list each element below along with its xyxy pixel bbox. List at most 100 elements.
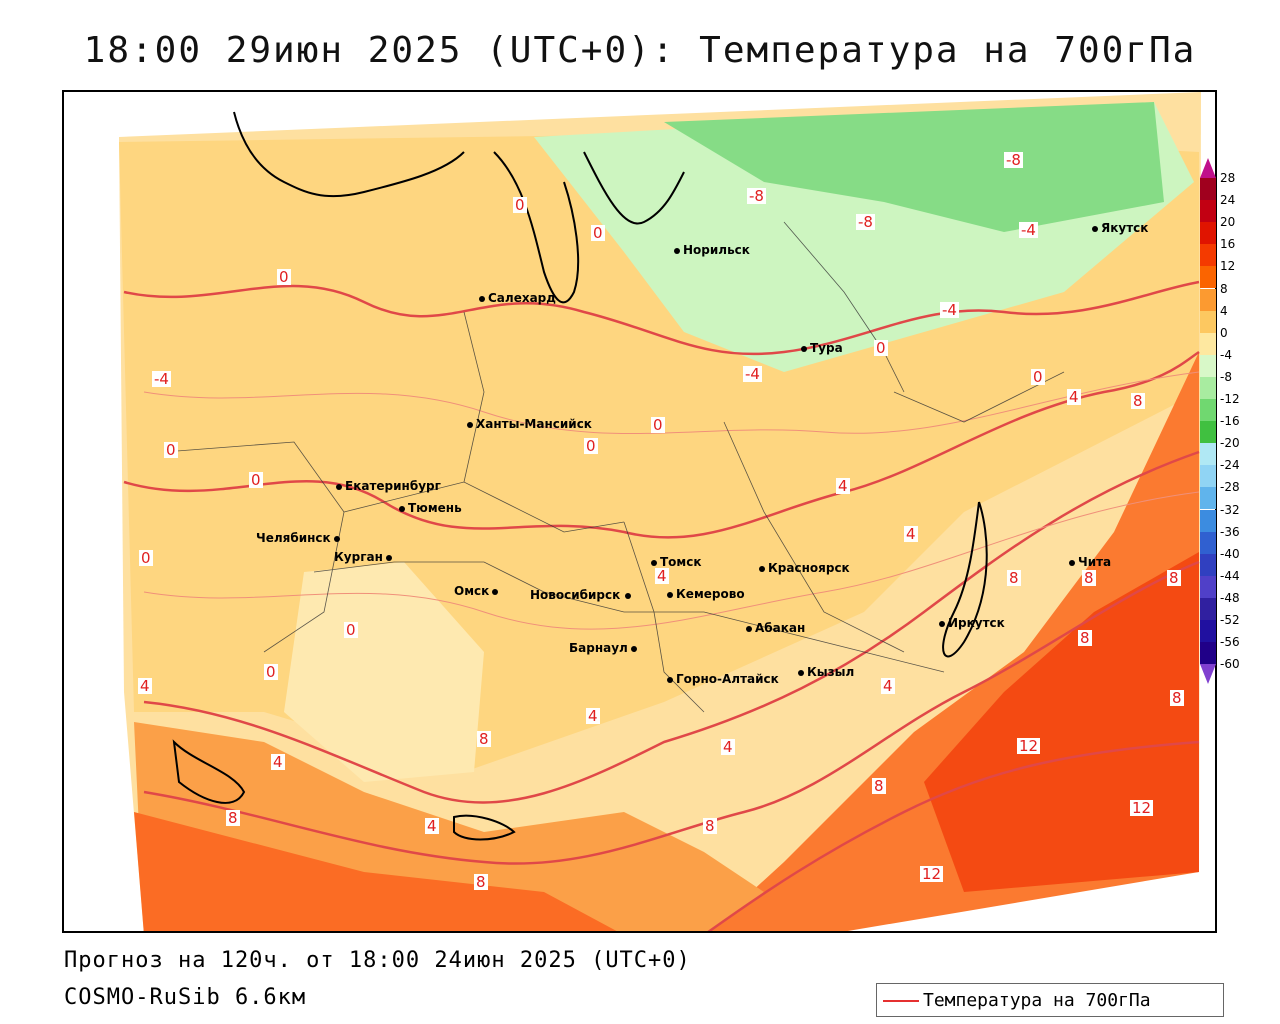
city-marker-icon [625, 592, 632, 599]
coastline [583, 151, 685, 225]
city-marker-icon [746, 625, 752, 632]
city-abakan: Абакан [746, 622, 805, 634]
coastline [453, 814, 516, 841]
contour-label: 0 [249, 471, 263, 489]
city-marker-icon [667, 676, 673, 683]
city-marker-icon [479, 295, 485, 302]
colorbar-tick-label: -16 [1220, 414, 1240, 429]
coastline [233, 111, 465, 198]
colorbar-tick-label: -20 [1220, 436, 1240, 451]
city-marker-icon [801, 345, 807, 352]
contour-label: -4 [1019, 221, 1038, 239]
coastline [942, 501, 988, 658]
region-border [343, 481, 625, 533]
colorbar-tick-label: -28 [1220, 480, 1240, 495]
colorbar-swatch [1200, 244, 1216, 267]
colorbar-tick-label: -60 [1220, 657, 1240, 672]
coastline [172, 739, 246, 804]
colorbar-tick-label: 8 [1220, 281, 1228, 296]
contour-line-thin [143, 371, 1200, 435]
contour-line [123, 350, 1200, 539]
contour-line [143, 560, 1200, 865]
colorbar-swatch [1200, 178, 1216, 201]
colorbar-swatch [1200, 332, 1216, 355]
contour-label: 0 [584, 437, 598, 455]
city-chelyabinsk: Челябинск [256, 532, 343, 544]
colorbar-tick-label: -48 [1220, 590, 1240, 605]
contour-label: -8 [856, 213, 875, 231]
city-omsk: Омск [454, 585, 501, 597]
south-band-hot [134, 812, 617, 931]
contour-label: 0 [513, 196, 527, 214]
city-novosibirsk: Новосибирск [530, 589, 634, 601]
colorbar-min-arrow-icon [1200, 664, 1216, 685]
contour-label: 8 [1078, 629, 1092, 647]
city-krasnoyarsk: Красноярск [759, 562, 850, 574]
colorbar-tick-label: -56 [1220, 635, 1240, 650]
colorbar-tick-label: -52 [1220, 613, 1240, 627]
colorbar-max-arrow-icon [1200, 158, 1216, 178]
city-gorno-altaysk: Горно-Алтайск [667, 673, 779, 685]
colorbar-swatch [1200, 509, 1216, 532]
region-border [623, 521, 705, 713]
contour-label: 0 [277, 268, 291, 286]
city-chita: Чита [1069, 556, 1111, 568]
contour-label: -8 [747, 187, 766, 205]
region-border [543, 591, 945, 673]
contour-label: 12 [920, 865, 944, 883]
contour-label: 0 [591, 224, 605, 242]
colorbar-tick-label: 0 [1220, 325, 1228, 340]
forecast-info: Прогноз на 120ч. от 18:00 24июн 2025 (UT… [64, 948, 691, 973]
city-marker-icon [939, 620, 945, 627]
contour-label: 0 [874, 339, 888, 357]
city-barnaul: Барнаул [569, 642, 640, 654]
colorbar-tick-label: -44 [1220, 568, 1240, 583]
city-marker-icon [1069, 559, 1075, 566]
contour-label: 0 [1031, 368, 1045, 386]
city-kemerovo: Кемерово [667, 588, 745, 600]
colorbar-swatch [1200, 376, 1216, 399]
city-tomsk: Томск [651, 556, 702, 568]
contour-label: 12 [1017, 737, 1041, 755]
city-marker-icon [399, 505, 405, 512]
contour-label: 4 [271, 753, 285, 771]
model-name: COSMO-RuSib 6.6км [64, 985, 307, 1010]
colorbar-swatch [1200, 553, 1216, 576]
pale-field [284, 562, 484, 782]
colorbar-swatch [1200, 266, 1216, 289]
colorbar-tick-label: -12 [1220, 392, 1240, 406]
colorbar-tick-label: -40 [1220, 546, 1240, 561]
contour-label: 8 [1167, 569, 1181, 587]
colorbar-tick-label: 4 [1220, 303, 1228, 318]
map-title: 18:00 29июн 2025 (UTC+0): Температура на… [83, 30, 1197, 71]
contour-label: 8 [1131, 392, 1145, 410]
colorbar-tick-label: 16 [1220, 237, 1236, 252]
city-irkutsk: Иркутск [939, 617, 1005, 629]
colorbar-tick-label: -8 [1220, 369, 1232, 384]
contour-label: 8 [226, 809, 240, 827]
contour-line [143, 450, 1200, 804]
contour-label: 0 [651, 416, 665, 434]
contour-label: 8 [703, 817, 717, 835]
colorbar-swatch [1200, 354, 1216, 377]
city-marker-icon [674, 247, 680, 254]
contour-label: 8 [474, 873, 488, 891]
map-area: Норильск Якутск Салехард Тура Ханты-Манс… [62, 90, 1217, 933]
city-kurgan: Курган [334, 551, 395, 563]
cold-field [664, 102, 1164, 232]
city-marker-icon [336, 483, 342, 490]
colorbar-tick-label: 28 [1220, 171, 1236, 185]
city-salekhard: Салехард [479, 292, 556, 304]
colorbar-swatch [1200, 597, 1216, 620]
city-marker-icon [798, 669, 804, 676]
city-khanty-mansiysk: Ханты-Мансийск [467, 418, 592, 430]
city-tura: Тура [801, 342, 843, 354]
contour-label: -4 [152, 370, 171, 388]
contour-label: -4 [743, 365, 762, 383]
contour-line-thin [143, 491, 1200, 630]
colorbar-swatch [1200, 399, 1216, 422]
colorbar-tick-label: -24 [1220, 458, 1240, 473]
contour-label: 8 [1170, 689, 1184, 707]
contour-label: 0 [264, 663, 278, 681]
region-border [783, 221, 905, 393]
